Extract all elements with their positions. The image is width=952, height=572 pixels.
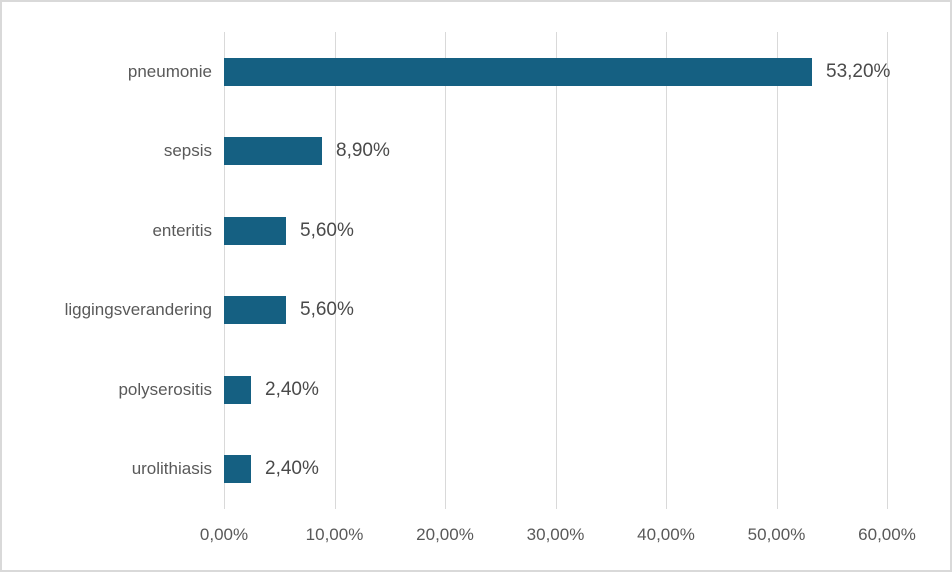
bar [224, 137, 322, 165]
x-tick-label: 0,00% [199, 525, 249, 544]
value-label: 5,60% [300, 220, 354, 241]
value-label: 8,90% [336, 140, 390, 161]
category-label: pneumonie [127, 62, 212, 81]
x-tick-label: 50,00% [747, 525, 806, 544]
gridline [666, 32, 667, 509]
category-label: liggingsverandering [64, 300, 212, 319]
x-tick-label: 60,00% [858, 525, 916, 544]
x-tick-label: 30,00% [526, 525, 585, 544]
value-label: 2,40% [265, 379, 319, 400]
category-label: urolithiasis [131, 459, 212, 478]
x-tick-label: 20,00% [416, 525, 474, 544]
bar [224, 296, 286, 324]
bar [224, 217, 286, 245]
value-label: 53,20% [826, 61, 891, 82]
gridline [334, 32, 336, 509]
bar [224, 58, 812, 86]
x-tick-label: 10,00% [305, 525, 364, 544]
category-label: sepsis [163, 141, 212, 160]
value-label: 2,40% [265, 458, 319, 479]
x-tick-label: 40,00% [637, 525, 695, 544]
gridline [224, 32, 225, 509]
value-label: 5,60% [300, 299, 354, 320]
bar [224, 376, 251, 404]
bar [224, 455, 251, 483]
gridline [445, 32, 446, 509]
gridline [887, 32, 888, 509]
category-label: polyserositis [118, 380, 212, 399]
category-label: enteritis [152, 221, 212, 240]
gridline [776, 32, 778, 509]
gridline [555, 32, 557, 509]
